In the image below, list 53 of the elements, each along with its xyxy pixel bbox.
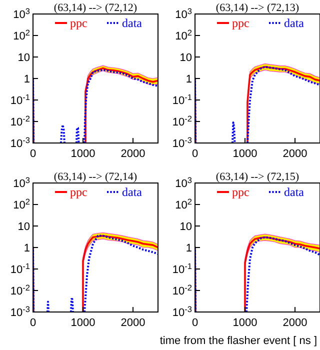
legend-label: ppc [70,185,88,199]
x-tick-label: 1000 [232,317,258,329]
y-tick-label: 10 [18,221,30,233]
chart-title: (63,14) --> (72,15) [216,171,300,183]
y-tick-label: 10$^{-2}$ [172,283,192,298]
y-tick-label: 10$^{-1}$ [172,262,192,276]
x-tick-label: 0 [192,317,198,329]
y-tick-label: 10 [18,52,30,64]
legend-label: ppc [232,185,250,199]
y-tick-label: 10$^{3}$ [13,6,30,21]
y-tick-label: 10$^{3}$ [175,6,192,21]
x-tick-label: 1000 [232,148,258,160]
legend-label: data [122,185,143,199]
y-tick-label: 10$^{-2}$ [172,114,192,128]
y-tick-label: 10$^{3}$ [175,176,192,190]
x-tick-label: 2000 [120,317,146,329]
y-tick-label: 10$^{-2}$ [10,114,30,128]
legend-label: data [284,185,305,199]
legend-label: data [122,16,143,30]
chart-title: (63,14) --> (72,12) [54,2,138,14]
y-tick-label: 10$^{-3}$ [172,304,192,319]
legend-label: ppc [232,16,250,30]
chart-title: (63,14) --> (72,13) [216,2,300,14]
x-tick-label: 1000 [70,148,96,160]
chart-title: (63,14) --> (72,14) [54,171,138,183]
y-tick-label: 10$^{-3}$ [10,136,30,150]
y-tick-label: 1 [24,74,30,86]
y-tick-label: 10$^{-1}$ [172,92,192,107]
y-tick-label: 10$^{-3}$ [172,136,192,150]
x-axis-title: time from the flasher event [ ns ] [160,335,317,347]
x-tick-label: 0 [192,148,198,160]
y-tick-label: 10$^{-1}$ [10,92,30,107]
y-tick-label: 10$^{-3}$ [10,304,30,319]
legend-label: ppc [70,16,88,30]
x-tick-label: 2000 [282,317,308,329]
y-tick-label: 10$^{2}$ [175,197,192,212]
y-tick-label: 10$^{2}$ [175,28,192,42]
y-tick-label: 10$^{-1}$ [10,262,30,276]
x-tick-label: 2000 [282,148,308,160]
x-tick-label: 2000 [120,148,146,160]
y-tick-label: 10$^{-2}$ [10,283,30,298]
legend-label: data [284,16,305,30]
x-tick-label: 0 [30,317,36,329]
x-tick-label: 0 [30,148,36,160]
y-tick-label: 10 [180,221,192,233]
y-tick-label: 10$^{2}$ [13,197,30,212]
y-tick-label: 10$^{2}$ [13,28,30,42]
y-tick-label: 1 [186,74,192,86]
y-tick-label: 10 [180,52,192,64]
y-tick-label: 1 [186,242,192,254]
y-tick-label: 10$^{3}$ [13,176,30,190]
x-tick-label: 1000 [70,317,96,329]
y-tick-label: 1 [24,242,30,254]
